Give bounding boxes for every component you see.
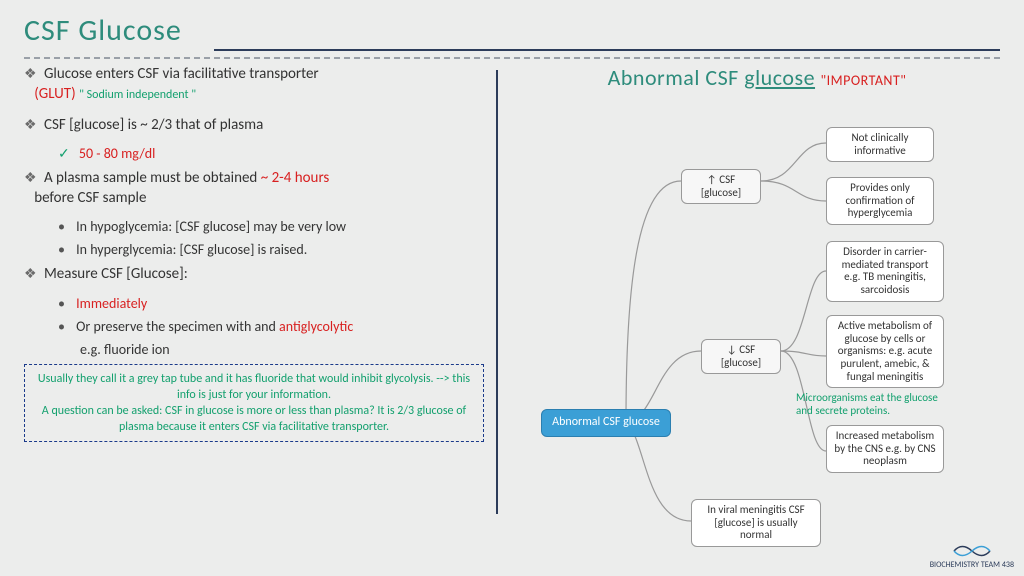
bullet-3-sub2: • In hyperglycemia: [CSF glucose] is rai… [58,241,486,258]
text: before CSF sample [34,189,146,207]
text: Measure CSF [Glucose]: [44,265,188,283]
team-logo: BIOCHEMISTRY TEAM 438 [930,542,1014,570]
bullet-2: ❖ CSF [glucose] is ~ 2/3 that of plasma [24,115,486,135]
dot-icon: • [58,218,65,235]
antiglycolytic-label: antiglycolytic [279,318,353,335]
node-n3: Disorder in carrier-mediated transport e… [826,241,944,302]
bullet-4-sub2: • Or preserve the specimen with and anti… [58,318,486,335]
note-line-2: A question can be asked: CSF in glucose … [35,403,473,435]
node-n4: Active metabolism of glucose by cells or… [826,315,944,388]
left-column: ❖ Glucose enters CSF via facilitative tr… [24,64,494,566]
diamond-icon: ❖ [24,65,37,82]
text: In hyperglycemia: [CSF glucose] is raise… [76,241,307,258]
node-up: ↑ CSF [glucose] [681,169,761,204]
text: Glucose enters CSF via facilitative tran… [44,65,319,83]
glucose-underlined: glucose [744,64,815,91]
node-n5: Increased metabolism by the CNS e.g. by … [826,425,944,473]
bullet-3: ❖ A plasma sample must be obtained ~ 2-4… [24,168,486,209]
immediately-label: Immediately [76,295,147,312]
node-n1: Not clinically informative [826,127,934,162]
diamond-icon: ❖ [24,116,37,133]
text: In hypoglycemia: [CSF glucose] may be ve… [76,218,346,235]
bullet-4: ❖ Measure CSF [Glucose]: [24,264,486,284]
bullet-1: ❖ Glucose enters CSF via facilitative tr… [24,64,486,105]
note-box: Usually they call it a grey tap tube and… [24,364,484,443]
dot-icon: • [58,318,65,335]
text: Abnormal CSF [608,64,745,91]
right-title: Abnormal CSF glucose "IMPORTANT" [506,64,1008,91]
glut-label: (GLUT) [34,85,75,103]
note-line-1: Usually they call it a grey tap tube and… [35,371,473,403]
diamond-icon: ❖ [24,265,37,282]
important-tag: "IMPORTANT" [821,72,907,89]
text: Or preserve the specimen with and [76,318,279,335]
node-down: ↓ CSF [glucose] [701,339,781,374]
diamond-icon: ❖ [24,169,37,186]
microorganism-note: Microorganisms eat the glucose and secre… [796,391,956,417]
bullet-4-sub1: • Immediately [58,295,486,312]
vertical-divider [496,70,498,514]
text: e.g. fluoride ion [80,341,170,358]
bullet-2-sub: ✓ 50 - 80 mg/dl [58,145,486,162]
sodium-note: " Sodium independent " [79,88,196,102]
dot-icon: • [58,295,65,312]
logo-text: BIOCHEMISTRY TEAM 438 [930,560,1014,570]
mindmap: Abnormal CSF glucose ↑ CSF [glucose] ↓ C… [506,91,1008,531]
dot-icon: • [58,241,65,258]
range-value: 50 - 80 mg/dl [79,145,155,162]
node-n6: In viral meningitis CSF [glucose] is usu… [691,499,821,547]
title-rule [214,49,1000,51]
dna-icon [952,542,992,560]
hours-value: ~ 2-4 hours [261,169,330,187]
text: A plasma sample must be obtained [44,169,261,187]
checkmark-icon: ✓ [58,145,70,162]
node-root: Abnormal CSF glucose [541,409,671,437]
node-n2: Provides only confirmation of hyperglyce… [826,177,934,225]
text: CSF [glucose] is ~ 2/3 that of plasma [44,116,263,134]
bullet-3-sub1: • In hypoglycemia: [CSF glucose] may be … [58,218,486,235]
page-title: CSF Glucose [24,12,182,53]
right-column: Abnormal CSF glucose "IMPORTANT" Abnorma… [506,64,1008,566]
title-dash [24,57,1000,59]
bullet-4-sub3: e.g. fluoride ion [80,341,486,358]
